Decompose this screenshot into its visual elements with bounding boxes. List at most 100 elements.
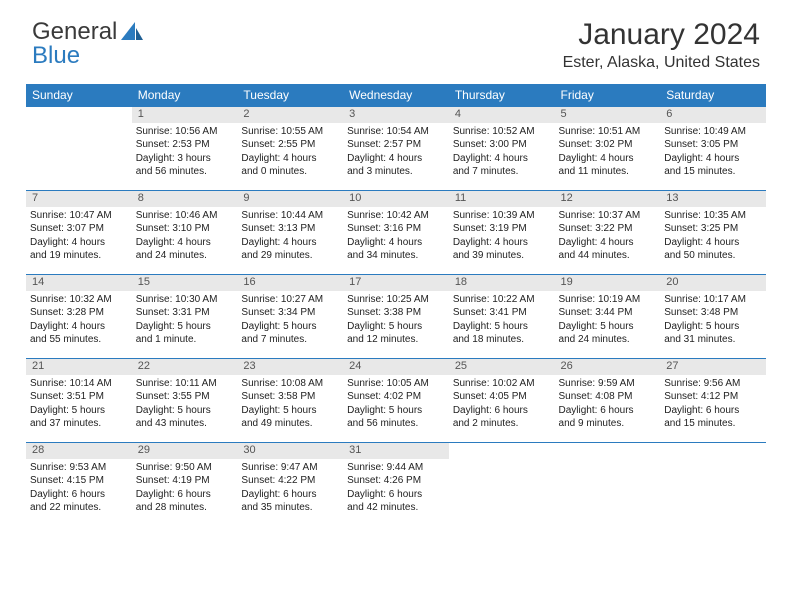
title-block: January 2024 Ester, Alaska, United State… xyxy=(563,18,760,72)
detail-sunset: Sunset: 4:12 PM xyxy=(664,390,762,404)
detail-sunset: Sunset: 4:15 PM xyxy=(30,474,128,488)
detail-sunset: Sunset: 3:44 PM xyxy=(559,306,657,320)
detail-day2: and 15 minutes. xyxy=(664,417,762,431)
detail-day2: and 18 minutes. xyxy=(453,333,551,347)
detail-sunset: Sunset: 3:31 PM xyxy=(136,306,234,320)
detail-day1: Daylight: 5 hours xyxy=(241,320,339,334)
detail-day1: Daylight: 6 hours xyxy=(453,404,551,418)
day-detail: Sunrise: 10:51 AMSunset: 3:02 PMDaylight… xyxy=(559,125,657,179)
day-detail-cell: Sunrise: 10:55 AMSunset: 2:55 PMDaylight… xyxy=(237,123,343,191)
detail-day1: Daylight: 4 hours xyxy=(30,236,128,250)
detail-sunrise: Sunrise: 10:30 AM xyxy=(136,293,234,307)
day-detail: Sunrise: 10:56 AMSunset: 2:53 PMDaylight… xyxy=(136,125,234,179)
day-number-cell: 26 xyxy=(555,359,661,375)
detail-sunset: Sunset: 3:51 PM xyxy=(30,390,128,404)
daynum-row: 28293031 xyxy=(26,443,766,459)
day-number: 6 xyxy=(660,107,766,121)
day-detail-cell: Sunrise: 10:52 AMSunset: 3:00 PMDaylight… xyxy=(449,123,555,191)
detail-row: Sunrise: 10:14 AMSunset: 3:51 PMDaylight… xyxy=(26,375,766,443)
day-number: 23 xyxy=(237,359,343,373)
day-detail-cell: Sunrise: 10:44 AMSunset: 3:13 PMDaylight… xyxy=(237,207,343,275)
detail-sunrise: Sunrise: 10:51 AM xyxy=(559,125,657,139)
detail-day2: and 56 minutes. xyxy=(136,165,234,179)
day-number: 24 xyxy=(343,359,449,373)
detail-sunrise: Sunrise: 10:37 AM xyxy=(559,209,657,223)
daynum-row: 123456 xyxy=(26,107,766,123)
day-detail-cell: Sunrise: 10:14 AMSunset: 3:51 PMDaylight… xyxy=(26,375,132,443)
day-detail-cell: Sunrise: 10:46 AMSunset: 3:10 PMDaylight… xyxy=(132,207,238,275)
day-number-cell: 29 xyxy=(132,443,238,459)
day-number-cell: 13 xyxy=(660,191,766,207)
day-detail-cell: Sunrise: 10:39 AMSunset: 3:19 PMDaylight… xyxy=(449,207,555,275)
day-number-cell: 31 xyxy=(343,443,449,459)
day-number-cell: 14 xyxy=(26,275,132,291)
day-detail: Sunrise: 9:50 AMSunset: 4:19 PMDaylight:… xyxy=(136,461,234,515)
weekday-header-row: Sunday Monday Tuesday Wednesday Thursday… xyxy=(26,84,766,107)
day-detail-cell: Sunrise: 9:47 AMSunset: 4:22 PMDaylight:… xyxy=(237,459,343,527)
day-detail: Sunrise: 10:19 AMSunset: 3:44 PMDaylight… xyxy=(559,293,657,347)
detail-sunrise: Sunrise: 10:56 AM xyxy=(136,125,234,139)
day-detail-cell: Sunrise: 9:44 AMSunset: 4:26 PMDaylight:… xyxy=(343,459,449,527)
day-number-cell: 17 xyxy=(343,275,449,291)
detail-sunset: Sunset: 3:55 PM xyxy=(136,390,234,404)
detail-day1: Daylight: 5 hours xyxy=(136,320,234,334)
detail-sunset: Sunset: 3:10 PM xyxy=(136,222,234,236)
detail-sunset: Sunset: 3:28 PM xyxy=(30,306,128,320)
detail-day1: Daylight: 5 hours xyxy=(347,320,445,334)
detail-sunrise: Sunrise: 10:54 AM xyxy=(347,125,445,139)
day-number-cell: 30 xyxy=(237,443,343,459)
day-detail-cell: Sunrise: 9:53 AMSunset: 4:15 PMDaylight:… xyxy=(26,459,132,527)
detail-day2: and 19 minutes. xyxy=(30,249,128,263)
detail-sunset: Sunset: 3:16 PM xyxy=(347,222,445,236)
day-detail-cell: Sunrise: 10:30 AMSunset: 3:31 PMDaylight… xyxy=(132,291,238,359)
day-detail-cell: Sunrise: 10:27 AMSunset: 3:34 PMDaylight… xyxy=(237,291,343,359)
detail-sunset: Sunset: 3:58 PM xyxy=(241,390,339,404)
detail-day2: and 50 minutes. xyxy=(664,249,762,263)
day-number: 27 xyxy=(660,359,766,373)
day-detail-cell xyxy=(555,459,661,527)
day-number-cell: 8 xyxy=(132,191,238,207)
day-number: 11 xyxy=(449,191,555,205)
detail-sunset: Sunset: 3:07 PM xyxy=(30,222,128,236)
day-number-cell: 10 xyxy=(343,191,449,207)
day-detail-cell: Sunrise: 10:19 AMSunset: 3:44 PMDaylight… xyxy=(555,291,661,359)
detail-day1: Daylight: 4 hours xyxy=(453,152,551,166)
detail-day2: and 7 minutes. xyxy=(453,165,551,179)
detail-day2: and 9 minutes. xyxy=(559,417,657,431)
detail-sunset: Sunset: 4:22 PM xyxy=(241,474,339,488)
day-number: 4 xyxy=(449,107,555,121)
detail-sunset: Sunset: 3:19 PM xyxy=(453,222,551,236)
detail-sunset: Sunset: 3:00 PM xyxy=(453,138,551,152)
day-detail-cell: Sunrise: 10:51 AMSunset: 3:02 PMDaylight… xyxy=(555,123,661,191)
detail-day2: and 28 minutes. xyxy=(136,501,234,515)
detail-sunrise: Sunrise: 10:39 AM xyxy=(453,209,551,223)
detail-sunrise: Sunrise: 10:47 AM xyxy=(30,209,128,223)
detail-day2: and 43 minutes. xyxy=(136,417,234,431)
detail-sunset: Sunset: 3:41 PM xyxy=(453,306,551,320)
detail-row: Sunrise: 10:32 AMSunset: 3:28 PMDaylight… xyxy=(26,291,766,359)
day-number: 1 xyxy=(132,107,238,121)
weekday-sunday: Sunday xyxy=(26,84,132,107)
day-number-cell: 7 xyxy=(26,191,132,207)
day-detail: Sunrise: 10:05 AMSunset: 4:02 PMDaylight… xyxy=(347,377,445,431)
day-number-cell: 2 xyxy=(237,107,343,123)
day-number-cell: 3 xyxy=(343,107,449,123)
day-number: 10 xyxy=(343,191,449,205)
location: Ester, Alaska, United States xyxy=(563,54,760,72)
detail-day2: and 7 minutes. xyxy=(241,333,339,347)
detail-sunset: Sunset: 3:02 PM xyxy=(559,138,657,152)
detail-day2: and 3 minutes. xyxy=(347,165,445,179)
day-number: 22 xyxy=(132,359,238,373)
detail-day2: and 34 minutes. xyxy=(347,249,445,263)
day-detail: Sunrise: 10:17 AMSunset: 3:48 PMDaylight… xyxy=(664,293,762,347)
day-detail-cell: Sunrise: 9:50 AMSunset: 4:19 PMDaylight:… xyxy=(132,459,238,527)
day-number: 14 xyxy=(26,275,132,289)
day-detail-cell: Sunrise: 10:32 AMSunset: 3:28 PMDaylight… xyxy=(26,291,132,359)
day-detail-cell: Sunrise: 10:02 AMSunset: 4:05 PMDaylight… xyxy=(449,375,555,443)
day-detail-cell: Sunrise: 10:56 AMSunset: 2:53 PMDaylight… xyxy=(132,123,238,191)
day-detail-cell xyxy=(449,459,555,527)
day-number-cell: 11 xyxy=(449,191,555,207)
day-detail-cell: Sunrise: 10:49 AMSunset: 3:05 PMDaylight… xyxy=(660,123,766,191)
detail-day1: Daylight: 5 hours xyxy=(664,320,762,334)
day-detail-cell xyxy=(26,123,132,191)
